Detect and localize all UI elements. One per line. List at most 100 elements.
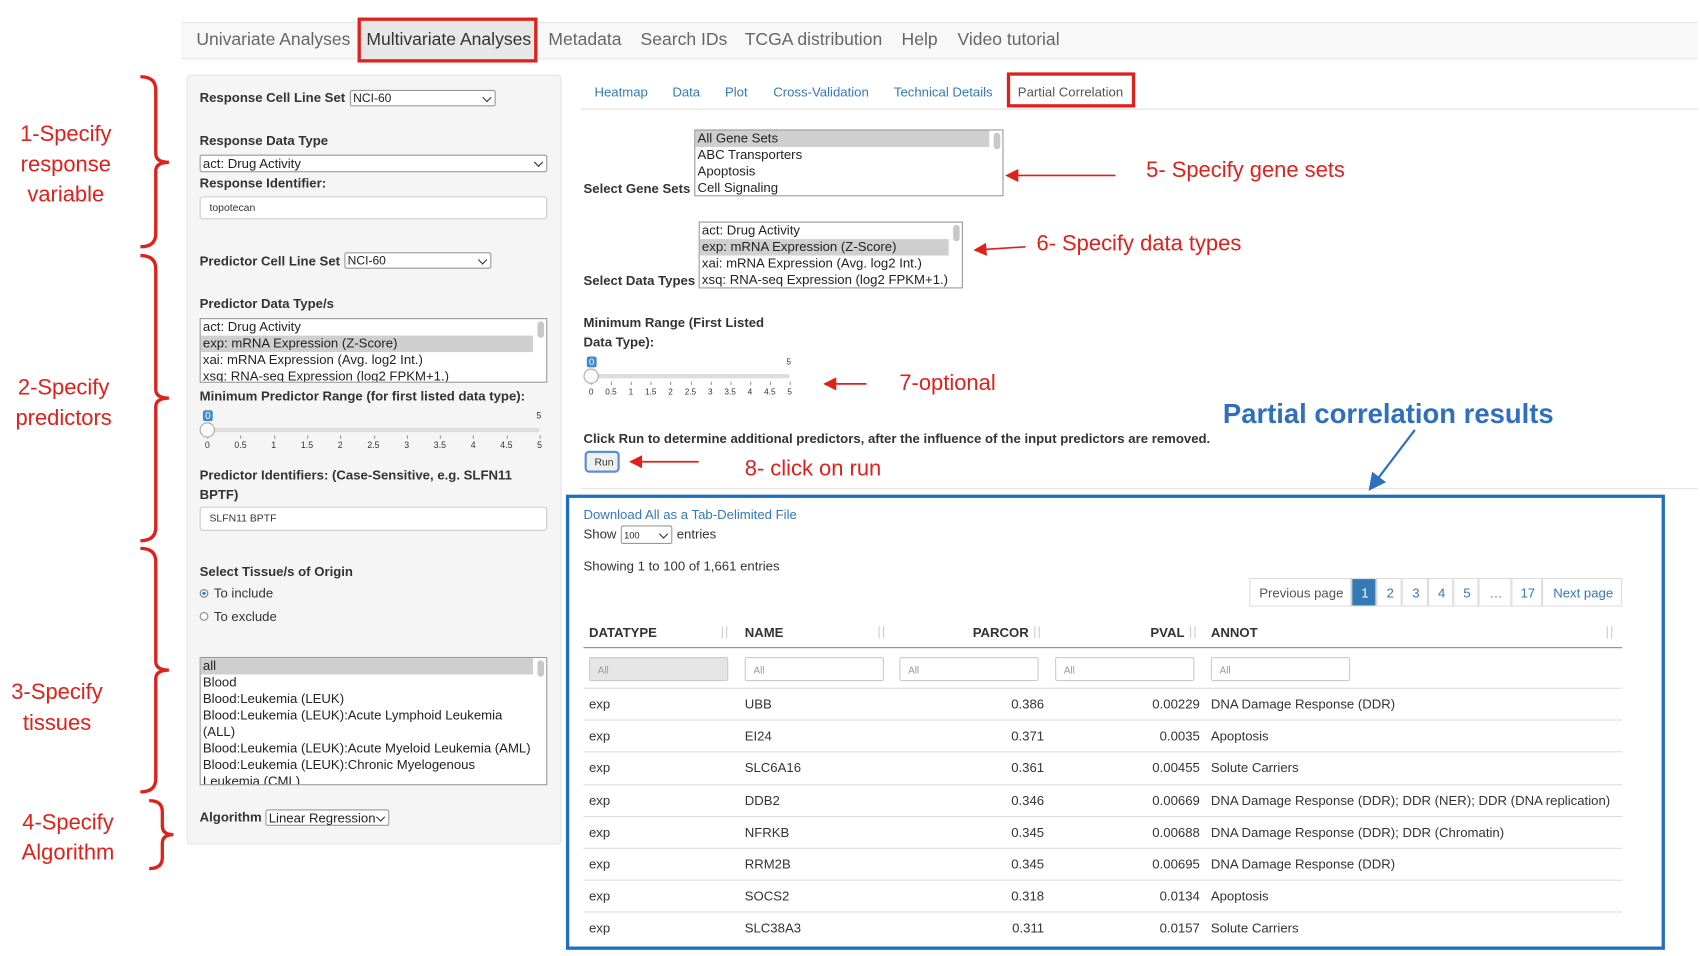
scrollbar	[993, 132, 1001, 150]
listbox[interactable]: act: Drug Activity exp: mRNA Expression (…	[698, 221, 963, 289]
list-option[interactable]: xai: mRNA Expression (Avg. log2 Int.)	[701, 255, 922, 271]
column-header[interactable]: NAME	[744, 625, 784, 641]
page-button[interactable]: …	[1478, 577, 1512, 607]
list-option[interactable]: Cell Signaling	[697, 179, 779, 196]
run-button[interactable]: Run	[584, 450, 620, 473]
list-option[interactable]: Blood	[202, 674, 237, 690]
nav-tab[interactable]: Multivariate Analyses	[366, 30, 532, 50]
page-button[interactable]: 2	[1376, 577, 1402, 607]
label: Response Identifier:	[199, 175, 327, 191]
page-label: 17	[1520, 585, 1536, 602]
table-cell: Solute Carriers	[1210, 920, 1299, 936]
subtab[interactable]: Partial Correlation	[1017, 84, 1124, 100]
table-cell: exp	[588, 728, 611, 744]
list-option[interactable]: exp: mRNA Expression (Z-Score)	[200, 335, 534, 353]
sort-icon	[726, 626, 728, 639]
column-header[interactable]: PARCOR	[972, 625, 1029, 641]
column-filter[interactable]: All	[1210, 656, 1351, 682]
column-filter[interactable]: All	[899, 656, 1039, 682]
nav-tab[interactable]: Search IDs	[640, 30, 728, 50]
subtab[interactable]: Heatmap	[594, 84, 648, 100]
slider-tick	[240, 435, 242, 439]
listbox[interactable]: All Gene Sets ABC Transporters Apoptosis Ce…	[694, 129, 1004, 197]
table-cell: DNA Damage Response (DDR); DDR (Chromati…	[1210, 824, 1505, 840]
page-button[interactable]: 1	[1351, 577, 1377, 607]
text-input[interactable]: topotecan	[199, 196, 548, 220]
column-header[interactable]: PVAL	[1150, 625, 1185, 641]
callout: 5- Specify gene sets	[1146, 158, 1345, 183]
row-line	[583, 719, 1623, 721]
column-header[interactable]: DATATYPE	[588, 625, 657, 641]
page-button[interactable]: 4	[1427, 577, 1454, 607]
list-option[interactable]: Blood:Leukemia (LEUK):Acute Myeloid Leuk…	[202, 740, 531, 756]
list-option[interactable]: xsq: RNA-seq Expression (log2 FPKM+1.)	[202, 368, 450, 383]
page-button[interactable]: Next page	[1542, 577, 1623, 607]
radio[interactable]	[199, 611, 209, 621]
list-option[interactable]: All Gene Sets	[695, 130, 990, 147]
select[interactable]: NCI-60	[349, 89, 496, 107]
subtab[interactable]: Plot	[724, 84, 748, 100]
table-cell: Solute Carriers	[1210, 760, 1299, 776]
column-filter[interactable]: All	[744, 656, 884, 682]
slider-tick	[749, 381, 752, 385]
label: Minimum Range (First Listed	[583, 314, 765, 331]
list-option[interactable]: exp: mRNA Expression (Z-Score)	[699, 239, 949, 256]
header-line	[583, 647, 1623, 649]
scrollbar	[537, 660, 544, 677]
list-option[interactable]: xai: mRNA Expression (Avg. log2 Int.)	[202, 352, 423, 368]
download-link[interactable]: Download All as a Tab-Delimited File	[583, 506, 797, 523]
table-cell: SLC38A3	[744, 920, 802, 936]
nav-tab[interactable]: Video tutorial	[957, 30, 1060, 50]
select[interactable]: NCI-60	[344, 252, 492, 269]
listbox[interactable]: act: Drug Activity exp: mRNA Expression (…	[199, 318, 548, 383]
text-input[interactable]: SLFN11 BPTF	[199, 506, 548, 531]
select[interactable]: Linear Regression	[265, 809, 390, 826]
slider-tick-label: 3.5	[433, 440, 447, 451]
nav-tab-active[interactable]	[357, 17, 538, 63]
slider-tick	[306, 435, 309, 439]
filter-placeholder: All	[597, 664, 609, 676]
subtab[interactable]: Data	[672, 84, 701, 100]
list-option[interactable]: all	[200, 658, 534, 675]
table-cell: 0.386	[1011, 696, 1045, 712]
chevron	[533, 157, 544, 167]
column-filter[interactable]: All	[1055, 656, 1195, 682]
slider-handle[interactable]	[583, 368, 599, 384]
table-cell: DNA Damage Response (DDR)	[1210, 696, 1396, 712]
nav-tab[interactable]: Univariate Analyses	[196, 30, 351, 50]
list-option[interactable]: act: Drug Activity	[701, 222, 800, 238]
list-option[interactable]: Blood:Leukemia (LEUK):Acute Lymphoid Leu…	[202, 707, 503, 740]
subtab[interactable]: Technical Details	[893, 84, 993, 100]
slider-tick-label: 1	[628, 386, 634, 397]
list-option[interactable]: Apoptosis	[697, 163, 756, 179]
list-option[interactable]: Blood:Leukemia (LEUK):Chronic Myelogenou…	[202, 756, 476, 786]
nav-tab[interactable]: Metadata	[548, 30, 622, 50]
nav-tab[interactable]: TCGA distribution	[744, 30, 883, 50]
page-label: 1	[1361, 585, 1369, 602]
slider-handle[interactable]	[199, 422, 215, 438]
page-length[interactable]: 100	[620, 525, 673, 544]
list-option[interactable]: xsq: RNA-seq Expression (log2 FPKM+1.)	[701, 271, 949, 288]
subtab-active[interactable]	[1006, 72, 1136, 108]
sort-icon	[1606, 626, 1608, 639]
radio[interactable]	[199, 588, 209, 598]
slider-tick-label: 4.5	[764, 386, 776, 397]
page-button[interactable]: Previous page	[1249, 577, 1352, 607]
table-cell: UBB	[744, 696, 772, 712]
list-option[interactable]: Blood:Leukemia (LEUK)	[202, 690, 345, 707]
page-button[interactable]: 3	[1401, 577, 1428, 607]
select[interactable]: act: Drug Activity	[199, 154, 548, 173]
list-option[interactable]: ABC Transporters	[697, 146, 803, 163]
table-cell: 0.345	[1011, 824, 1045, 840]
column-header[interactable]: ANNOT	[1210, 625, 1258, 641]
page-button[interactable]: 5	[1453, 577, 1479, 607]
nav-tab[interactable]: Help	[901, 30, 938, 50]
label: Select Data Types	[583, 273, 696, 289]
subtab[interactable]: Cross-Validation	[773, 84, 869, 100]
page-button[interactable]: 17	[1511, 577, 1543, 607]
column-filter[interactable]: All	[588, 656, 729, 682]
listbox[interactable]: all Blood Blood:Leukemia (LEUK) Blood:Leuke…	[199, 656, 548, 786]
list-option[interactable]: act: Drug Activity	[202, 319, 301, 335]
slider-tick-label: 1	[271, 440, 277, 451]
annotation: tissues	[22, 711, 92, 736]
